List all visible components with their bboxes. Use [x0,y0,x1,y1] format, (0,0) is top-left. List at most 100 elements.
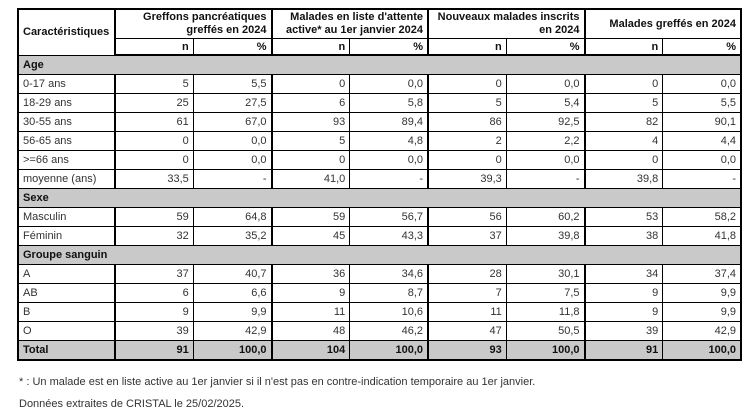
row-label: 18-29 ans [17,93,116,113]
subheader-n: n [113,38,194,56]
row-label: 0-17 ans [17,74,116,94]
value-cell: 11,8 [505,302,586,322]
value-cell: 42,9 [192,321,273,341]
value-cell: 67,0 [192,112,273,132]
value-cell: 91 [583,340,664,361]
table-row: 0-17 ans 5 5,5 0 0,0 0 0,0 0 0,0 [17,74,742,94]
group-header-liste-attente: Malades en liste d'attente active* au 1e… [270,8,429,39]
value-cell: 37 [426,226,507,246]
table-row: moyenne (ans) 33,5-41,0-39,3-39,8- [17,169,742,189]
group-title-line: active* au 1er janvier 2024 [286,24,423,36]
row-label: A [17,264,116,284]
value-cell: 93 [270,112,351,132]
section-row: Age [17,54,742,75]
value-cell: 6 [113,283,194,303]
value-cell: 4 [583,131,664,151]
value-cell: 5 [583,93,664,113]
group-header-greffons-pancreatiques: Greffons pancréatiques greffés en 2024 [114,8,272,39]
group-header-lines: Nouveaux malades inscrits en 2024 [433,10,580,38]
value-cell: 59 [113,207,194,227]
value-cell: 0,0 [505,150,586,170]
value-cell: 0 [426,150,507,170]
value-cell: 0 [426,74,507,94]
subheader-pct: % [505,38,586,56]
value-cell: 0,0 [662,74,742,94]
group-header-row: Caractéristiques Greffons pancréatiques … [17,8,742,56]
value-cell: 58,2 [662,207,742,227]
value-cell: 9,9 [662,283,742,303]
total-row: Total 91 100,0 104 100,0 93 100,0 91 100,0 [17,340,742,361]
value-cell: - [662,169,742,189]
subheader-pct: % [192,38,273,56]
row-label: AB [17,283,116,303]
value-cell: 86 [426,112,507,132]
value-cell: 100,0 [662,340,742,361]
value-cell: 0 [270,74,351,94]
table-row: O 39 42,9 48 46,2 47 50,5 39 42,9 [17,321,742,341]
value-cell: 34 [583,264,664,284]
value-cell: 45 [270,226,351,246]
footnote-data-source: Données extraites de CRISTAL le 25/02/20… [19,398,245,410]
row-label: B [17,302,116,322]
subheader-n: n [426,38,507,56]
value-cell: 53 [583,207,664,227]
section-row: Groupe sanguin [17,245,742,265]
value-cell: 38 [583,226,664,246]
value-cell: 4,8 [349,131,429,151]
value-cell: 34,6 [349,264,429,284]
value-cell: 61 [113,112,194,132]
group-title-line: Nouveaux malades inscrits [437,11,580,23]
group-header-lines: Malades en liste d'attente active* au 1e… [277,10,423,38]
table-row: 56-65 ans 0 0,0 5 4,8 2 2,2 4 4,4 [17,131,742,151]
value-cell: 6,6 [192,283,273,303]
value-cell: - [349,169,429,189]
value-cell: 93 [426,340,507,361]
value-cell: 40,7 [192,264,273,284]
table-row: 30-55 ans 61 67,0 93 89,4 86 92,5 82 90,1 [17,112,742,132]
value-cell: 50,5 [505,321,586,341]
value-cell: 9,9 [192,302,273,322]
table-row: Féminin 32 35,2 45 43,3 37 39,8 38 41,8 [17,226,742,246]
value-cell: 2,2 [505,131,586,151]
value-cell: 37 [113,264,194,284]
value-cell: 100,0 [349,340,429,361]
group-title-line: Malades greffés en 2024 [609,17,736,30]
value-cell: 35,2 [192,226,273,246]
value-cell: 2 [426,131,507,151]
value-cell: 48 [270,321,351,341]
group-header-lines: Greffons pancréatiques greffés en 2024 [120,10,267,38]
value-cell: 5 [113,74,194,94]
value-cell: 5,5 [192,74,273,94]
value-cell: 0,0 [192,131,273,151]
value-cell: 90,1 [662,112,742,132]
section-label: Sexe [17,188,742,208]
value-cell: 9 [113,302,194,322]
value-cell: 41,0 [270,169,351,189]
value-cell: 56,7 [349,207,429,227]
value-cell: 5,8 [349,93,429,113]
row-label: 56-65 ans [17,131,116,151]
subheader-pct: % [349,38,429,56]
group-title-line: Greffons pancréatiques [143,11,267,23]
table-header: Caractéristiques Greffons pancréatiques … [17,8,742,56]
value-cell: 39 [583,321,664,341]
value-cell: 43,3 [349,226,429,246]
corner-header: Caractéristiques [17,8,116,56]
value-cell: 8,7 [349,283,429,303]
row-label: O [17,321,116,341]
total-label: Total [17,340,116,361]
subheader-row: n % n % n % n % [18,38,742,56]
value-cell: 64,8 [192,207,273,227]
subheader-n: n [270,38,351,56]
group-title-line: Malades en liste d'attente [290,11,423,23]
section-label: Groupe sanguin [17,245,742,265]
value-cell: 0 [113,150,194,170]
row-label: 30-55 ans [17,112,116,132]
table-row: B 9 9,9 11 10,6 11 11,8 9 9,9 [17,302,742,322]
group-title-line: en 2024 [539,24,580,36]
value-cell: 100,0 [505,340,586,361]
value-cell: 6 [270,93,351,113]
value-cell: 9,9 [662,302,742,322]
value-cell: 9 [270,283,351,303]
